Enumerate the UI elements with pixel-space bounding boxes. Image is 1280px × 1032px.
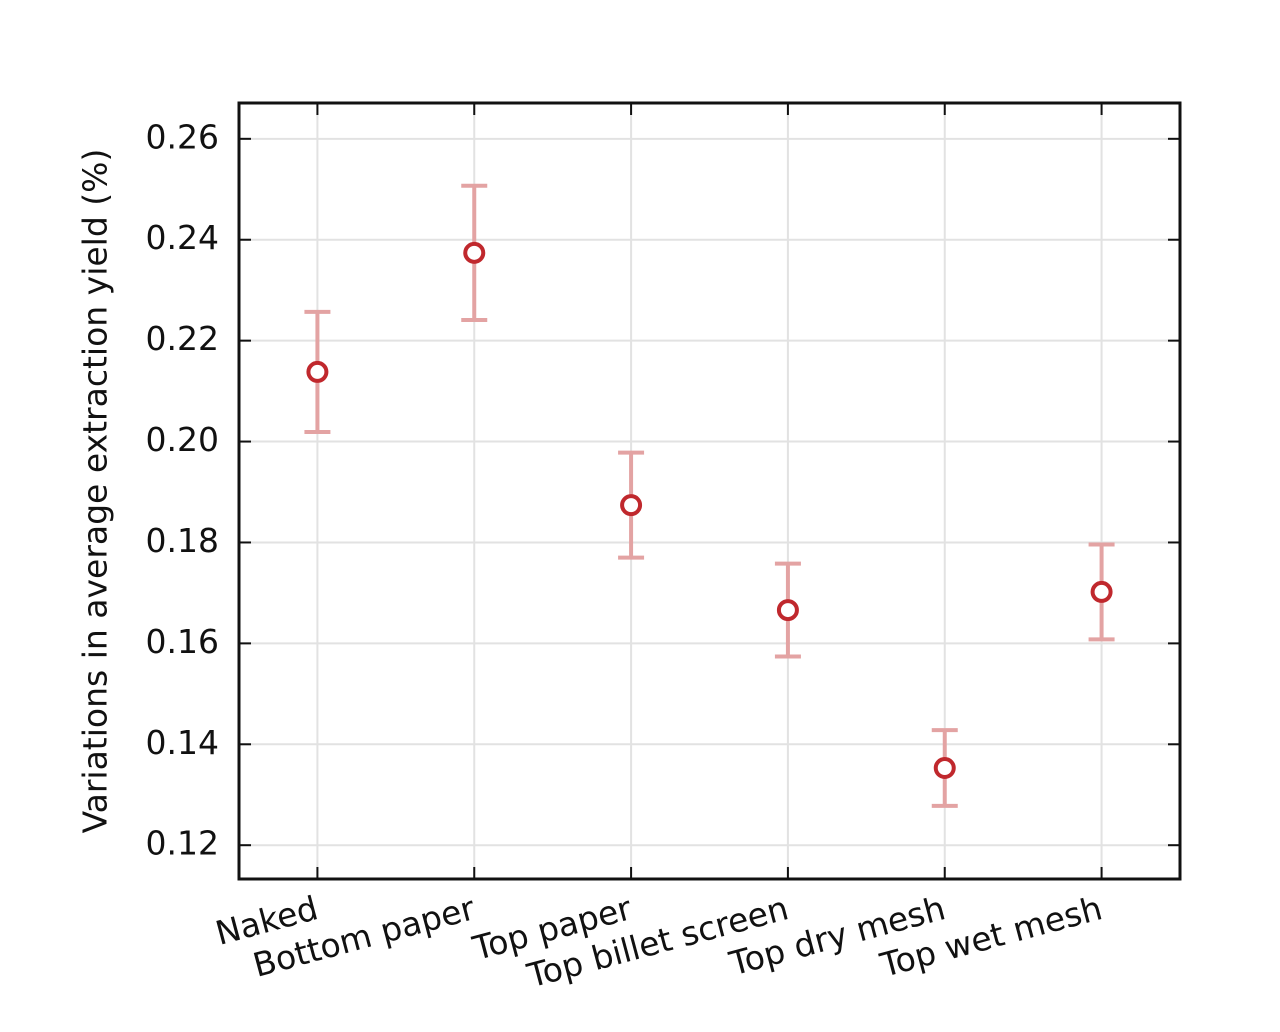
marker [1090, 580, 1113, 603]
y-tick-label: 0.24 [146, 218, 219, 257]
y-tick-label: 0.22 [146, 319, 219, 358]
marker [776, 599, 799, 622]
marker [620, 494, 643, 517]
marker [306, 360, 329, 383]
y-tick-label: 0.16 [146, 622, 219, 661]
marker [933, 756, 956, 779]
y-tick-label: 0.14 [146, 723, 219, 762]
y-axis-label: Variations in average extraction yield (… [76, 149, 115, 834]
marker [463, 241, 486, 264]
plot-frame [237, 101, 1182, 881]
y-tick-label: 0.20 [146, 420, 219, 459]
y-tick-label: 0.12 [146, 824, 219, 863]
y-tick-label: 0.26 [146, 117, 219, 156]
y-tick-label: 0.18 [146, 521, 219, 560]
